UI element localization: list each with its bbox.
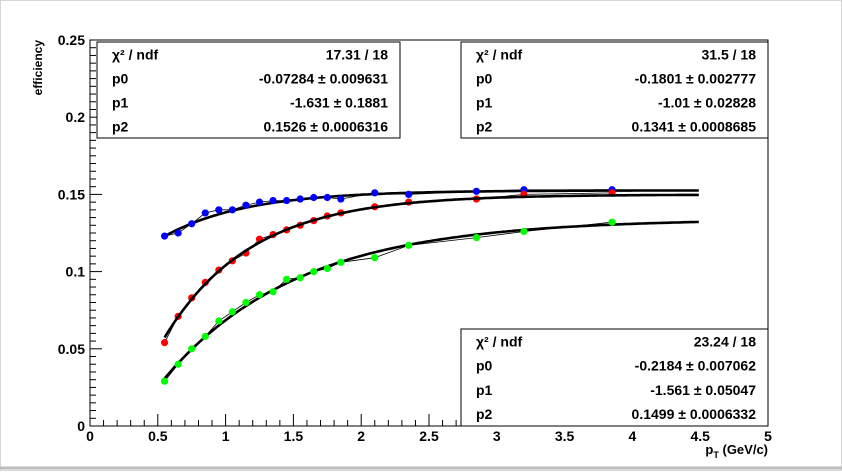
series-0-data-point (174, 229, 182, 237)
series-2-data-point (242, 298, 250, 307)
series-0-data-point (296, 195, 304, 203)
x-tick-label: 4.5 (690, 428, 710, 444)
y-tick-label: 0 (77, 418, 85, 434)
series-2-data-point (323, 264, 331, 273)
stat-label: p2 (476, 406, 493, 422)
x-tick-label: 5 (764, 428, 772, 444)
stat-label: χ² / ndf (476, 333, 522, 349)
stat-value: -0.1801 ± 0.002777 (635, 70, 757, 86)
x-tick-label: 4 (629, 428, 637, 444)
y-axis-title: efficiency (31, 40, 45, 96)
series-2-data-point (255, 291, 264, 299)
x-tick-label: 2.5 (419, 428, 439, 444)
series-0-data-point (255, 198, 264, 206)
stat-value: 31.5 / 18 (702, 46, 757, 62)
stat-value: -1.01 ± 0.02828 (658, 94, 756, 110)
stat-value: 23.24 / 18 (694, 333, 756, 349)
stat-value: 17.31 / 18 (326, 46, 388, 62)
series-2-data-point (283, 275, 291, 283)
stat-box-top-right: χ² / ndf 31.5 / 18 p0 -0.1801 ± 0.002777 p1 -… (460, 41, 769, 139)
series-0-data-point (472, 187, 481, 195)
x-tick-label: 3.5 (555, 428, 575, 444)
series-2-data-point (608, 218, 616, 226)
x-tick-label: 0 (86, 428, 94, 444)
stat-label: p0 (476, 70, 493, 86)
x-tick-label: 0.5 (148, 428, 168, 444)
x-tick-label: 1.5 (284, 428, 304, 444)
x-axis-title-main: p (705, 442, 713, 457)
series-0-data-point (201, 209, 209, 217)
x-tick-label: 3 (493, 428, 501, 444)
series-0-data-point (371, 189, 379, 197)
series-2-fit-curve (163, 193, 699, 339)
series-2-data-point (405, 241, 413, 249)
series-0-data-point (228, 206, 236, 214)
stat-value: 0.1499 ± 0.0006332 (632, 406, 757, 422)
series-0-data-point (269, 196, 277, 205)
series-0-data-point (283, 196, 291, 205)
stat-label: χ² / ndf (476, 46, 522, 62)
stat-box-frame (96, 41, 401, 139)
series-2-data-point (296, 274, 304, 282)
series-0-data-point (215, 206, 223, 214)
stat-box-frame (460, 328, 769, 427)
stat-label: p1 (112, 94, 129, 110)
stat-box-top-left: χ² / ndf 17.31 / 18 p0 -0.07284 ± 0.009631 p… (96, 41, 401, 139)
stat-value: -0.2184 ± 0.007062 (635, 358, 757, 374)
stat-value: -0.07284 ± 0.009631 (259, 70, 388, 86)
stat-box-frame (460, 41, 769, 139)
y-tick-label: 0.2 (66, 109, 86, 125)
stat-value: -1.561 ± 0.05047 (650, 382, 756, 398)
x-tick-label: 1 (222, 428, 230, 444)
stat-label: p1 (476, 94, 493, 110)
series-0-data-point (337, 195, 345, 203)
x-axis-title-subscript: T (713, 450, 719, 460)
series-0-data-point (160, 232, 169, 240)
series-2-data-point (215, 317, 223, 325)
stat-value: 0.1526 ± 0.0006316 (264, 118, 389, 134)
x-axis-title-unit: (GeV/c) (719, 442, 768, 457)
stat-label: p0 (112, 70, 129, 86)
series-2-data-point (228, 308, 236, 316)
stat-label: p2 (476, 118, 493, 134)
stat-label: χ² / ndf (112, 46, 158, 62)
stat-box-bottom-right: χ² / ndf 23.24 / 18 p0 -0.2184 ± 0.007062 p1… (460, 328, 769, 427)
stat-label: p0 (476, 358, 493, 374)
y-tick-label: 0.1 (66, 264, 86, 280)
series-0-data-point (310, 193, 318, 202)
y-tick-label: 0.05 (58, 341, 85, 357)
y-tick-label: 0.25 (58, 32, 85, 48)
series-2-data-point (371, 254, 379, 262)
series-0-data-point (188, 220, 196, 228)
series-2-data-point (188, 345, 196, 353)
stat-value: -1.631 ± 0.1881 (290, 94, 388, 110)
series-2-data-point (174, 360, 182, 368)
series-0-data-point (405, 190, 413, 198)
series-2-data-point (269, 288, 277, 296)
y-tick-label: 0.15 (58, 186, 85, 202)
series-2-data-point (160, 377, 169, 385)
x-tick-label: 2 (357, 428, 365, 444)
series-2-data-point (337, 258, 345, 266)
x-axis-title: pT (GeV/c) (705, 442, 768, 460)
series-2-data-point (520, 227, 528, 236)
series-2-data-point (201, 332, 209, 341)
series-1-data-point (160, 339, 169, 347)
series-0-data-point (242, 201, 250, 209)
stat-label: p2 (112, 118, 129, 134)
series-2-data-point (472, 234, 481, 242)
stat-value: 0.1341 ± 0.0008685 (632, 118, 757, 134)
series-0-data-point (323, 193, 331, 202)
stat-label: p1 (476, 382, 493, 398)
series-2-data-point (310, 268, 318, 276)
